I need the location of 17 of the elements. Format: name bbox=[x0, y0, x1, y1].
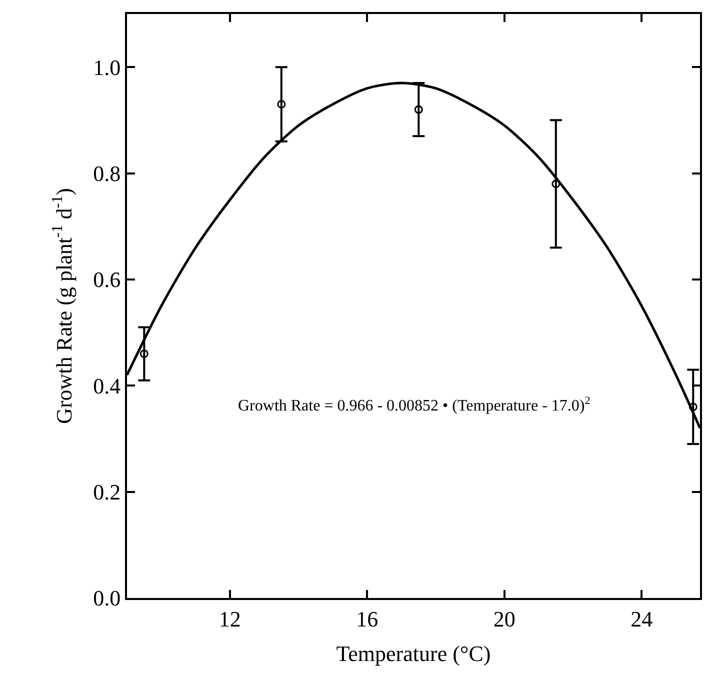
point bbox=[552, 180, 560, 188]
point bbox=[277, 100, 286, 108]
x-tick-label: 24 bbox=[630, 606, 653, 632]
x-tick-label: 20 bbox=[493, 606, 516, 632]
x-tick-label: 12 bbox=[218, 606, 241, 632]
y-tick-label: 1.0 bbox=[93, 54, 121, 80]
point bbox=[414, 105, 423, 114]
y-tick-label: 0.4 bbox=[93, 373, 121, 398]
point bbox=[688, 402, 698, 412]
y-tick-label: 0.6 bbox=[93, 267, 121, 292]
x-tick-label: 16 bbox=[356, 606, 378, 632]
annotation: Growth Rate = 0.966 - 0.00852 • (Temperature - 17.0)$^{2}$ bbox=[238, 395, 590, 415]
y-tick-label: 0.8 bbox=[93, 160, 121, 186]
point bbox=[140, 350, 148, 358]
y-tick-label: 0.2 bbox=[93, 480, 121, 505]
y-tick-label: 0.0 bbox=[93, 586, 121, 611]
x-axis-title: Temperature (°C) bbox=[336, 640, 491, 666]
